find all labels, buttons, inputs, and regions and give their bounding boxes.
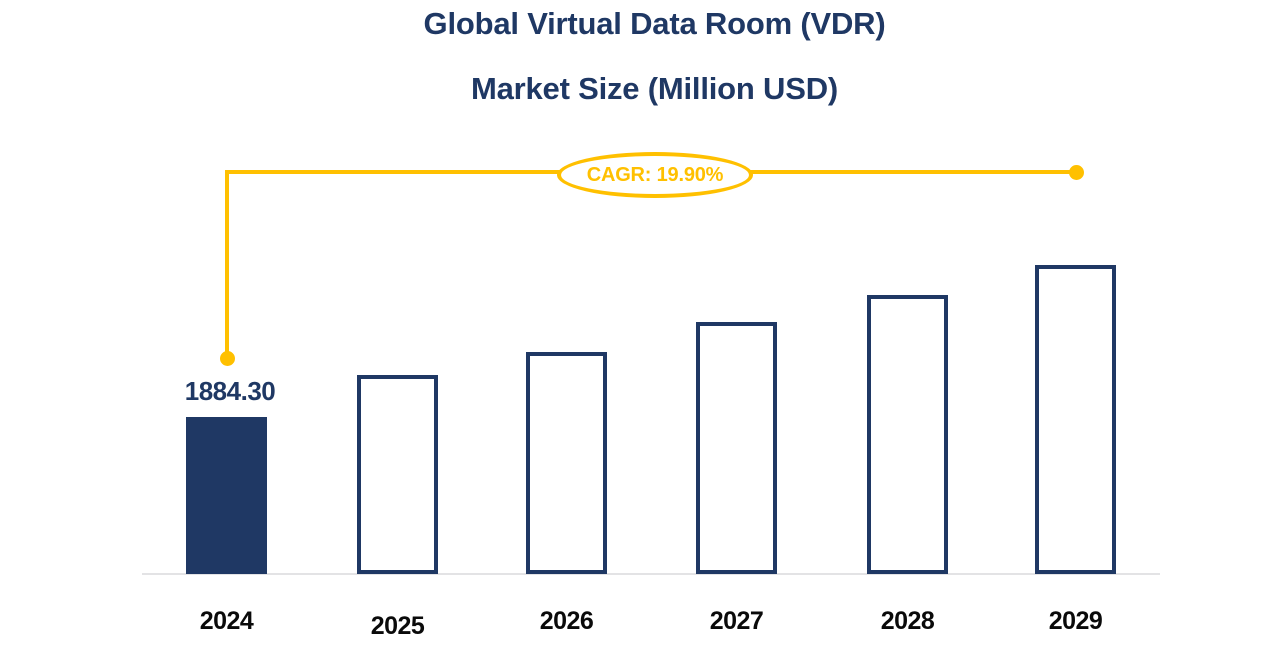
cagr-badge: CAGR: 19.90% xyxy=(557,152,753,198)
bar-2029 xyxy=(1035,265,1116,574)
cagr-connector-dot-left xyxy=(219,350,235,366)
x-axis-label-2029: 2029 xyxy=(1048,607,1103,635)
bar-value-label-2024: 1884.30 xyxy=(184,376,276,406)
cagr-label: CAGR: 19.90% xyxy=(586,163,724,186)
chart-title: Global Virtual Data Room (VDR) Market Si… xyxy=(12,0,1285,121)
bar-2027 xyxy=(696,322,777,574)
cagr-connector-vline xyxy=(225,170,229,353)
bar-2024 xyxy=(186,417,267,574)
x-axis-label-2025: 2025 xyxy=(370,612,425,640)
bar-2025 xyxy=(357,375,438,574)
chart-title-line1: Global Virtual Data Room (VDR) xyxy=(423,6,886,41)
x-axis-line xyxy=(142,573,1160,575)
x-axis-label-2026: 2026 xyxy=(539,607,594,635)
bar-2026 xyxy=(526,352,607,574)
bar-2028 xyxy=(867,295,948,574)
x-axis-label-2027: 2027 xyxy=(709,607,764,635)
x-axis-label-2024: 2024 xyxy=(199,607,254,635)
x-axis-label-2028: 2028 xyxy=(880,607,935,635)
chart-title-line2: Market Size (Million USD) xyxy=(470,71,839,106)
cagr-connector-dot-right xyxy=(1068,164,1084,180)
